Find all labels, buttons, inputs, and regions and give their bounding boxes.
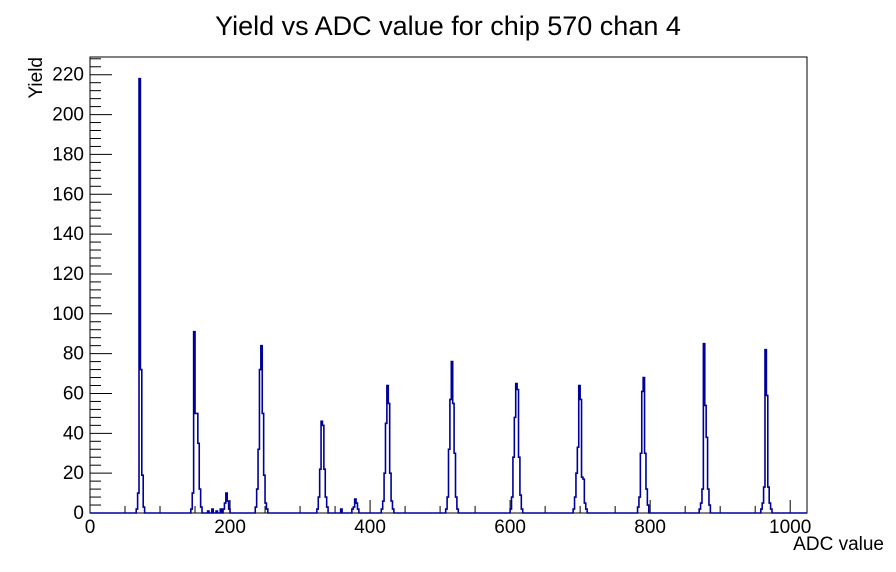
x-tick-label: 0	[85, 517, 96, 538]
y-tick-label: 40	[63, 423, 84, 444]
y-tick-label: 60	[63, 383, 84, 404]
plot-frame	[89, 56, 808, 514]
y-tick-label: 0	[73, 503, 84, 524]
x-tick-label: 200	[214, 517, 246, 538]
y-tick-label: 180	[52, 144, 84, 165]
x-tick-label: 600	[494, 517, 526, 538]
histogram-line	[90, 77, 807, 514]
y-tick-label: 100	[52, 304, 84, 325]
x-tick-label: 400	[354, 517, 386, 538]
chart-title: Yield vs ADC value for chip 570 chan 4	[215, 11, 681, 41]
y-tick-label: 220	[52, 65, 84, 86]
y-tick-label: 80	[63, 344, 84, 365]
x-tick-label: 1000	[769, 517, 811, 538]
y-tick-label: 120	[52, 264, 84, 285]
x-axis-title: ADC value	[793, 534, 884, 555]
y-tick-label: 140	[52, 224, 84, 245]
y-tick-label: 200	[52, 105, 84, 126]
y-tick-label: 20	[63, 463, 84, 484]
y-tick-label: 160	[52, 184, 84, 205]
x-tick-label: 800	[634, 517, 666, 538]
